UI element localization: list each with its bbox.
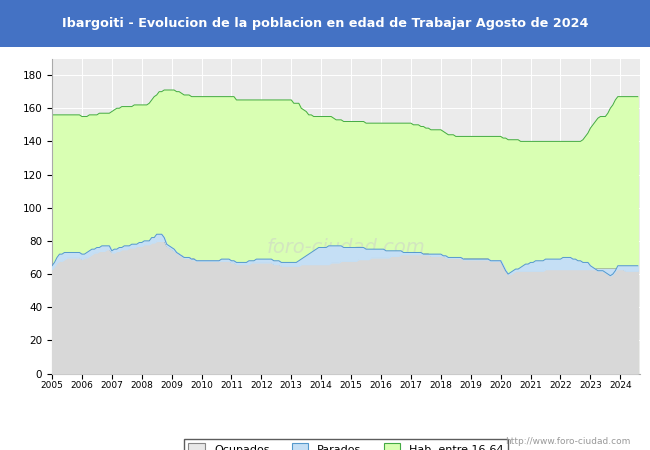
Legend: Ocupados, Parados, Hab. entre 16-64: Ocupados, Parados, Hab. entre 16-64 [184,439,508,450]
Text: Ibargoiti - Evolucion de la poblacion en edad de Trabajar Agosto de 2024: Ibargoiti - Evolucion de la poblacion en… [62,17,588,30]
Text: http://www.foro-ciudad.com: http://www.foro-ciudad.com [505,436,630,446]
Text: foro-ciudad.com: foro-ciudad.com [266,238,426,257]
